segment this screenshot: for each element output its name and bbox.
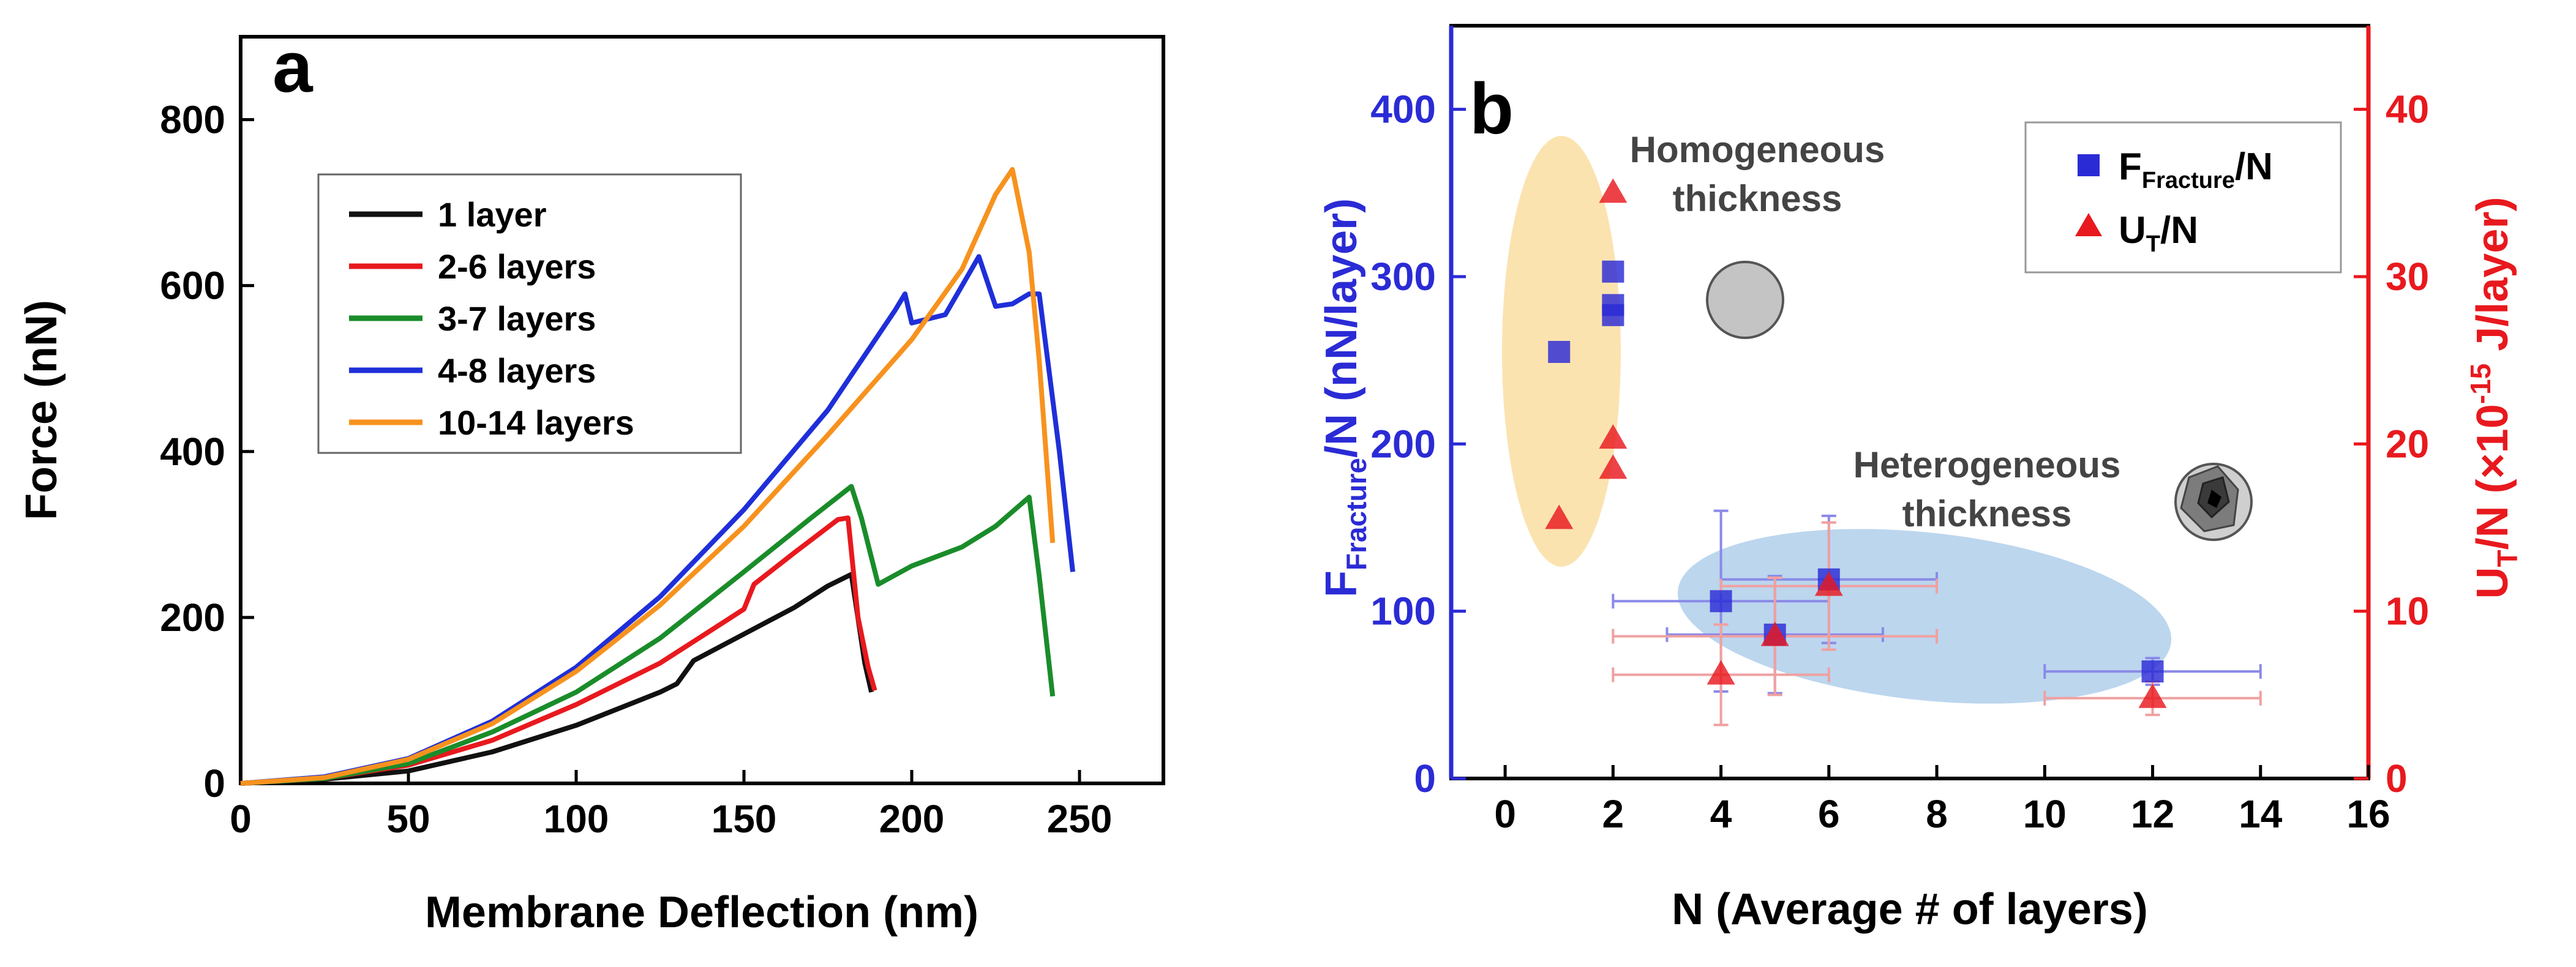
y-axis-label-a: Force (nN) — [17, 300, 66, 520]
heterogeneous-region — [1677, 529, 2172, 704]
legend-label-a: 3-7 layers — [438, 299, 596, 338]
x-tick-label-b: 12 — [2131, 792, 2174, 836]
fracture-marker — [1710, 590, 1732, 613]
x-tick-label-b: 8 — [1926, 792, 1948, 836]
x-tick-label-b: 14 — [2239, 792, 2283, 836]
panel-a: a 0 50 100 150 200 250 0 200 400 600 800 1 layer 2-… — [17, 27, 1165, 937]
panel-label-a: a — [272, 27, 314, 108]
plot-frame-a — [239, 35, 1165, 785]
legend-label-a: 1 layer — [438, 195, 547, 234]
lines-a — [240, 166, 1075, 786]
y-tick-label-left-b: 300 — [1370, 255, 1436, 299]
x-tick-label-a: 100 — [544, 797, 609, 841]
series-line-2 — [240, 484, 1056, 786]
heterogeneous-label-line1: Heterogeneous — [1853, 444, 2121, 485]
y-axis-label-left-b: FFracture/N (nN/layer) — [1317, 198, 1372, 597]
ut-marker — [1707, 660, 1735, 685]
y-tick-label-right-b: 20 — [2386, 422, 2429, 466]
x-tick-label-b: 10 — [2023, 792, 2067, 836]
x-tick-label-a: 200 — [879, 797, 945, 841]
ut-marker — [1599, 454, 1628, 479]
legend-label-a: 10-14 layers — [438, 403, 634, 442]
legend-box-b — [2024, 121, 2342, 274]
ut-marker — [1599, 424, 1628, 449]
y-tick-label-right-b: 30 — [2386, 255, 2429, 299]
series-line-1 — [240, 515, 877, 786]
x-axis-label-a: Membrane Deflection (nm) — [425, 888, 978, 937]
ut-marker — [1599, 178, 1628, 203]
legend-marker-square — [2078, 154, 2100, 176]
x-tick-label-b: 2 — [1602, 792, 1624, 836]
x-tick-label-a: 150 — [712, 797, 777, 841]
x-tick-label-b: 0 — [1494, 792, 1516, 836]
legend-box-a — [317, 173, 742, 454]
fracture-marker — [1602, 304, 1624, 326]
x-tick-label-a: 250 — [1047, 797, 1113, 841]
y-tick-label-right-b: 10 — [2386, 589, 2429, 633]
homogeneous-label-line1: Homogeneous — [1630, 129, 1885, 170]
ut-marker — [2138, 683, 2167, 708]
legend-label-ut: UT/N — [2119, 209, 2198, 257]
legend-a: 1 layer 2-6 layers 3-7 layers 4-8 layers 10-… — [317, 173, 742, 454]
y-axis-label-right-b: UT/N (×10-15 J/layer) — [2465, 197, 2523, 599]
x-tick-label-b: 4 — [1710, 792, 1732, 836]
y-tick-label-a: 0 — [203, 761, 225, 805]
y-tick-label-left-b: 200 — [1370, 422, 1436, 466]
markers-b — [1545, 178, 2167, 708]
homogeneous-label-line2: thickness — [1673, 178, 1842, 219]
legend-label-a: 2-6 layers — [438, 247, 596, 286]
y-tick-label-left-b: 100 — [1370, 589, 1436, 633]
y-tick-label-right-b: 0 — [2386, 756, 2408, 801]
x-tick-label-a: 0 — [230, 797, 252, 841]
fracture-marker — [1548, 341, 1571, 363]
axis-ticks-a: 0 50 100 150 200 250 0 200 400 600 800 — [160, 98, 1112, 841]
legend-marker-triangle — [2075, 213, 2102, 236]
series-line-0 — [240, 572, 874, 786]
heterogeneous-label-line2: thickness — [1902, 493, 2072, 534]
ut-marker — [1760, 621, 1789, 646]
y-tick-label-a: 800 — [160, 98, 225, 142]
ut-marker — [1814, 571, 1843, 596]
legend-label-fracture: FFracture/N — [2119, 146, 2273, 193]
homogeneous-circle-icon — [1706, 261, 1784, 339]
fracture-marker — [2141, 660, 2164, 683]
x-tick-label-b: 6 — [1818, 792, 1840, 836]
heterogeneous-circle-icon — [2174, 463, 2253, 541]
y-tick-label-left-b: 0 — [1414, 756, 1436, 801]
y-tick-label-a: 400 — [160, 430, 225, 474]
y-tick-label-a: 600 — [160, 264, 225, 308]
ut-marker — [1545, 504, 1574, 529]
y-tick-label-left-b: 400 — [1370, 88, 1436, 132]
y-tick-label-right-b: 40 — [2386, 88, 2429, 132]
legend-b: FFracture/N UT/N — [2024, 121, 2342, 274]
x-tick-label-b: 16 — [2346, 792, 2390, 836]
x-axis-label-b: N (Average # of layers) — [1672, 885, 2148, 934]
fracture-marker — [1602, 260, 1624, 283]
x-tick-label-a: 50 — [386, 797, 430, 841]
y-tick-label-a: 200 — [160, 596, 225, 640]
legend-label-a: 4-8 layers — [438, 351, 596, 390]
series-line-4 — [240, 166, 1056, 786]
panel-label-b: b — [1470, 69, 1514, 149]
